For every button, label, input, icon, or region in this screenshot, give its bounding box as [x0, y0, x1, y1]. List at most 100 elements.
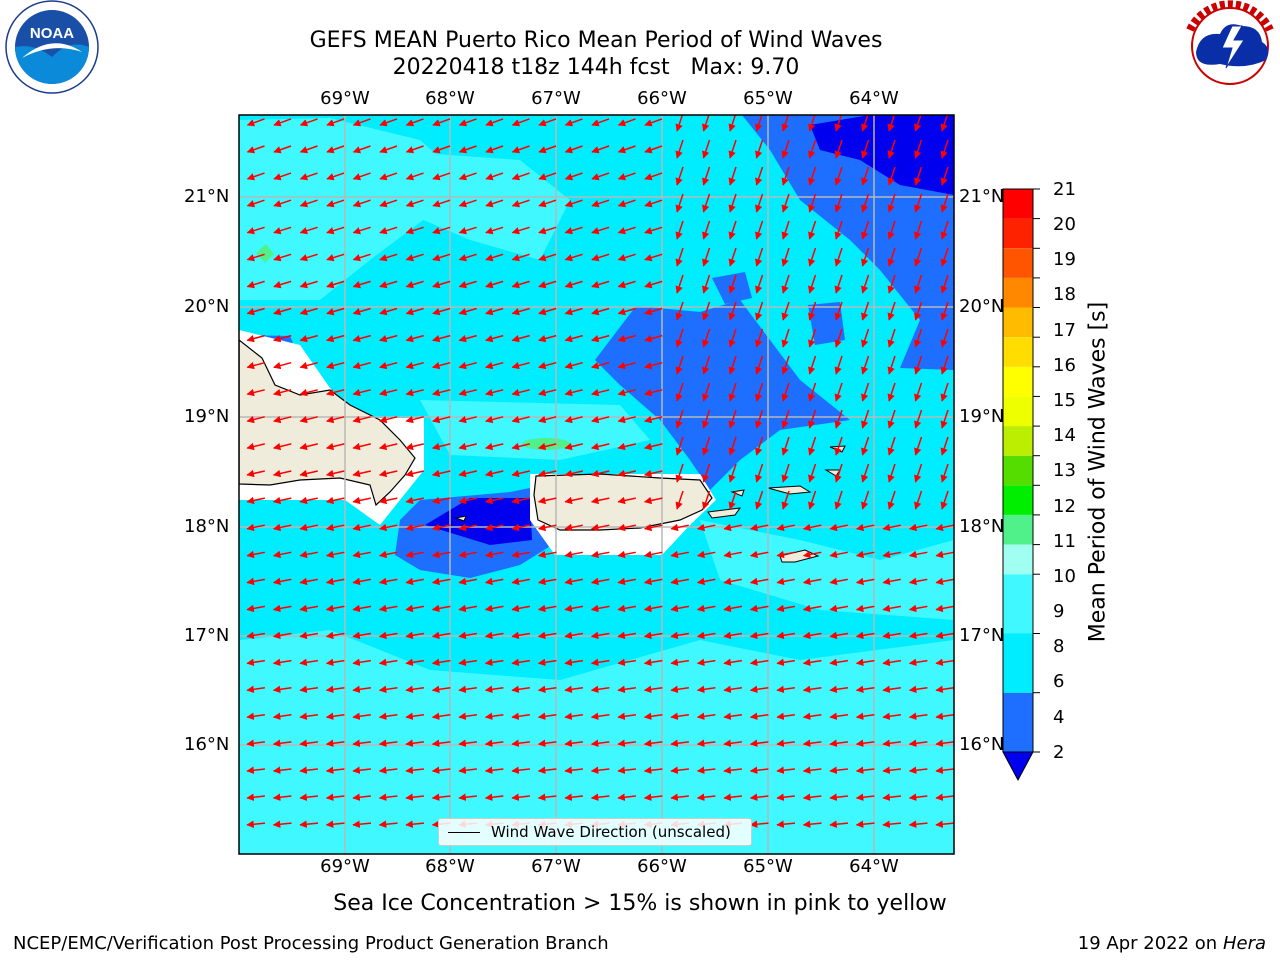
wave-arrow: [405, 469, 424, 478]
wave-arrow: [272, 550, 292, 559]
wave-arrow: [723, 577, 742, 586]
wave-arrow: [887, 463, 896, 483]
chart-title: GEFS MEAN Puerto Rico Mean Period of Win…: [309, 28, 883, 53]
wave-arrow: [617, 766, 636, 774]
wave-arrow: [829, 604, 849, 613]
wave-arrow: [723, 712, 743, 721]
wave-arrow: [432, 361, 451, 370]
wave-arrow: [405, 199, 424, 208]
wave-arrow: [887, 139, 896, 159]
wave-arrow: [776, 712, 796, 721]
credit-date-host: 19 Apr 2022 on Hera: [1078, 933, 1266, 954]
wave-arrow: [405, 793, 424, 801]
contour-2-4-central: [595, 300, 850, 490]
wave-arrow: [749, 820, 769, 828]
wave-arrow: [246, 766, 265, 774]
wave-arrow: [458, 523, 477, 532]
wave-arrow: [670, 604, 690, 613]
wave-arrow: [591, 307, 610, 316]
wave-arrow: [379, 145, 398, 154]
wave-arrow: [537, 658, 557, 667]
wave-arrow: [834, 328, 843, 348]
wave-arrow: [755, 382, 764, 402]
wave-arrow: [829, 739, 848, 747]
wave-arrow: [299, 199, 318, 208]
wave-arrow: [511, 253, 530, 262]
wave-arrow: [564, 388, 583, 397]
wave-arrow: [511, 766, 530, 774]
colorbar-band: [1003, 248, 1033, 278]
wave-arrow: [511, 496, 530, 505]
wave-arrow: [702, 382, 711, 402]
contour-9-10-b: [256, 244, 274, 263]
wave-arrow: [914, 274, 923, 294]
wave-arrow: [723, 658, 743, 667]
wave-arrow: [755, 328, 764, 348]
wave-arrow: [696, 739, 716, 747]
wave-arrow: [670, 685, 690, 694]
wave-arrow: [405, 145, 424, 154]
wave-arrow: [485, 415, 504, 424]
wave-arrow: [538, 307, 557, 316]
wave-arrow: [808, 139, 817, 159]
wave-arrow: [728, 382, 737, 402]
wave-arrow: [940, 247, 949, 267]
wave-arrow: [432, 253, 451, 262]
wave-arrow: [728, 115, 737, 132]
wave-arrow: [405, 523, 424, 532]
wave-arrow: [273, 199, 292, 208]
wave-arrow: [458, 172, 477, 181]
wave-arrow: [538, 199, 557, 208]
wave-arrow: [299, 253, 318, 262]
wave-arrow: [749, 577, 769, 586]
wave-arrow: [405, 658, 425, 667]
wave-arrow: [432, 118, 451, 127]
wave-arrow: [749, 766, 769, 774]
wave-arrow: [326, 118, 345, 127]
wave-arrow: [299, 712, 319, 721]
wave-arrow: [802, 631, 822, 640]
wave-arrow: [511, 226, 530, 235]
wave-arrow: [511, 685, 531, 694]
wave-arrow: [829, 766, 848, 774]
wave-arrow: [272, 523, 292, 532]
wave-arrow: [940, 490, 949, 510]
wave-arrow: [352, 415, 371, 424]
colorbar-band: [1003, 692, 1033, 752]
wave-arrow: [908, 658, 928, 667]
wave-arrow: [781, 115, 790, 132]
lat-label-left: 18°N: [184, 516, 230, 537]
lon-label-bottom: 67°W: [531, 856, 581, 877]
wave-arrow: [855, 658, 875, 667]
wave-arrow: [485, 280, 504, 289]
wave-arrow: [855, 550, 875, 559]
wave-arrow: [246, 604, 266, 613]
wave-arrow: [431, 766, 451, 774]
wave-arrow: [781, 355, 790, 375]
wave-arrow: [887, 301, 896, 321]
wave-arrow: [405, 415, 424, 424]
colorbar-band: [1003, 514, 1033, 545]
wave-arrow: [378, 793, 398, 801]
wave-arrow: [272, 631, 292, 640]
wave-arrow: [728, 247, 737, 267]
wave-arrow: [617, 658, 637, 667]
colorbar-tick-label: 2: [1053, 742, 1065, 763]
wave-arrow: [834, 247, 843, 267]
wave-arrow: [728, 490, 737, 510]
wave-arrow: [855, 577, 875, 586]
wave-arrow: [590, 442, 610, 451]
wave-arrow: [405, 280, 424, 289]
wave-arrow: [882, 793, 901, 801]
wave-arrow: [617, 469, 636, 478]
wave-arrow: [299, 307, 318, 316]
wave-arrow: [887, 355, 896, 375]
wave-arrow: [299, 442, 318, 451]
lat-label-left: 20°N: [184, 296, 230, 317]
wave-arrow: [352, 118, 371, 127]
wave-arrow: [908, 712, 928, 721]
wave-arrow: [644, 388, 663, 397]
colorbar-tick-label: 6: [1053, 671, 1065, 692]
wave-arrow: [484, 523, 504, 532]
